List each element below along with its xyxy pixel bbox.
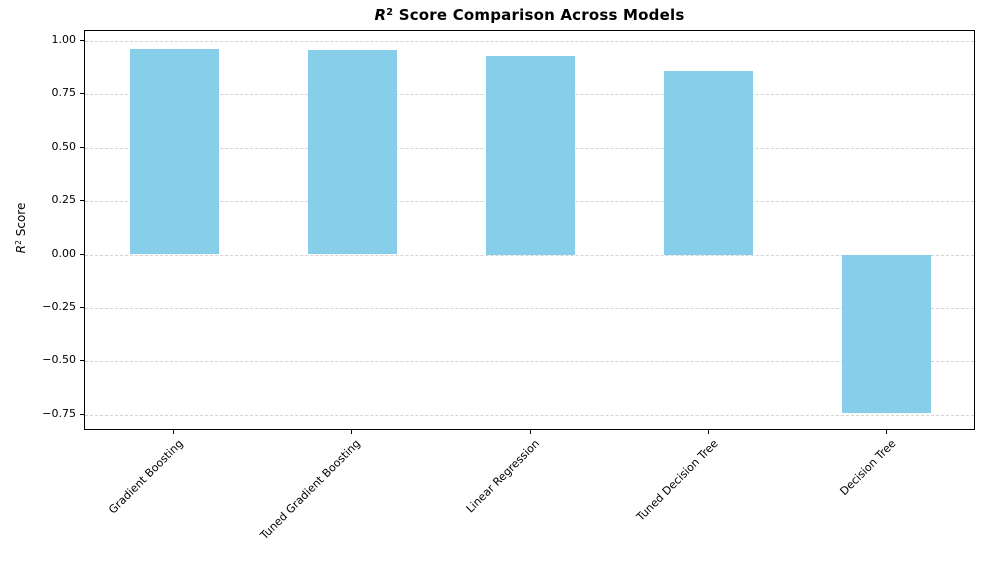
title-exponent: 2 [386,7,394,19]
x-tick-label-text: Tuned Decision Tree [633,437,721,524]
y-tick-label: −0.25 [42,300,76,313]
plot-area [84,30,975,430]
x-tick-label-text: Decision Tree [837,437,899,498]
y-tick-label: 0.00 [51,247,77,260]
x-tick-label-text: Tuned Gradient Boosting [258,437,364,543]
y-tick-mark [80,147,84,148]
y-tick-label: 0.75 [51,86,77,99]
bar [308,50,397,254]
gridline [85,361,974,362]
y-tick-label: −0.75 [42,407,76,420]
chart-title: R2 Score Comparison Across Models [84,6,975,24]
x-tick-mark [886,430,887,434]
y-tick-mark [80,414,84,415]
y-tick-mark [80,254,84,255]
y-tick-label: 0.25 [51,193,77,206]
y-tick-mark [80,93,84,94]
y-tick-mark [80,200,84,201]
x-tick-label-text: Linear Regression [463,437,543,516]
gridline [85,415,974,416]
y-tick-label: 0.50 [51,140,77,153]
x-tick-mark [708,430,709,434]
y-tick-mark [80,360,84,361]
x-tick-mark [351,430,352,434]
gridline [85,41,974,42]
bar [486,56,575,255]
x-tick-mark [530,430,531,434]
y-tick-label: 1.00 [51,33,77,46]
x-tick-label-text: Gradient Boosting [105,437,186,517]
title-text: Score Comparison Across Models [393,6,685,24]
y-axis-label-text: R2 Score [14,203,28,254]
bar [664,71,753,255]
gridline [85,255,974,256]
y-tick-mark [80,40,84,41]
bar [130,49,219,254]
ylabel-exponent: 2 [14,240,24,246]
y-tick-mark [80,307,84,308]
ylabel-text-rest: Score [14,202,28,241]
x-tick-mark [173,430,174,434]
gridline [85,308,974,309]
y-tick-label: −0.50 [42,353,76,366]
bar [842,255,931,413]
title-r-symbol: R [374,6,387,24]
